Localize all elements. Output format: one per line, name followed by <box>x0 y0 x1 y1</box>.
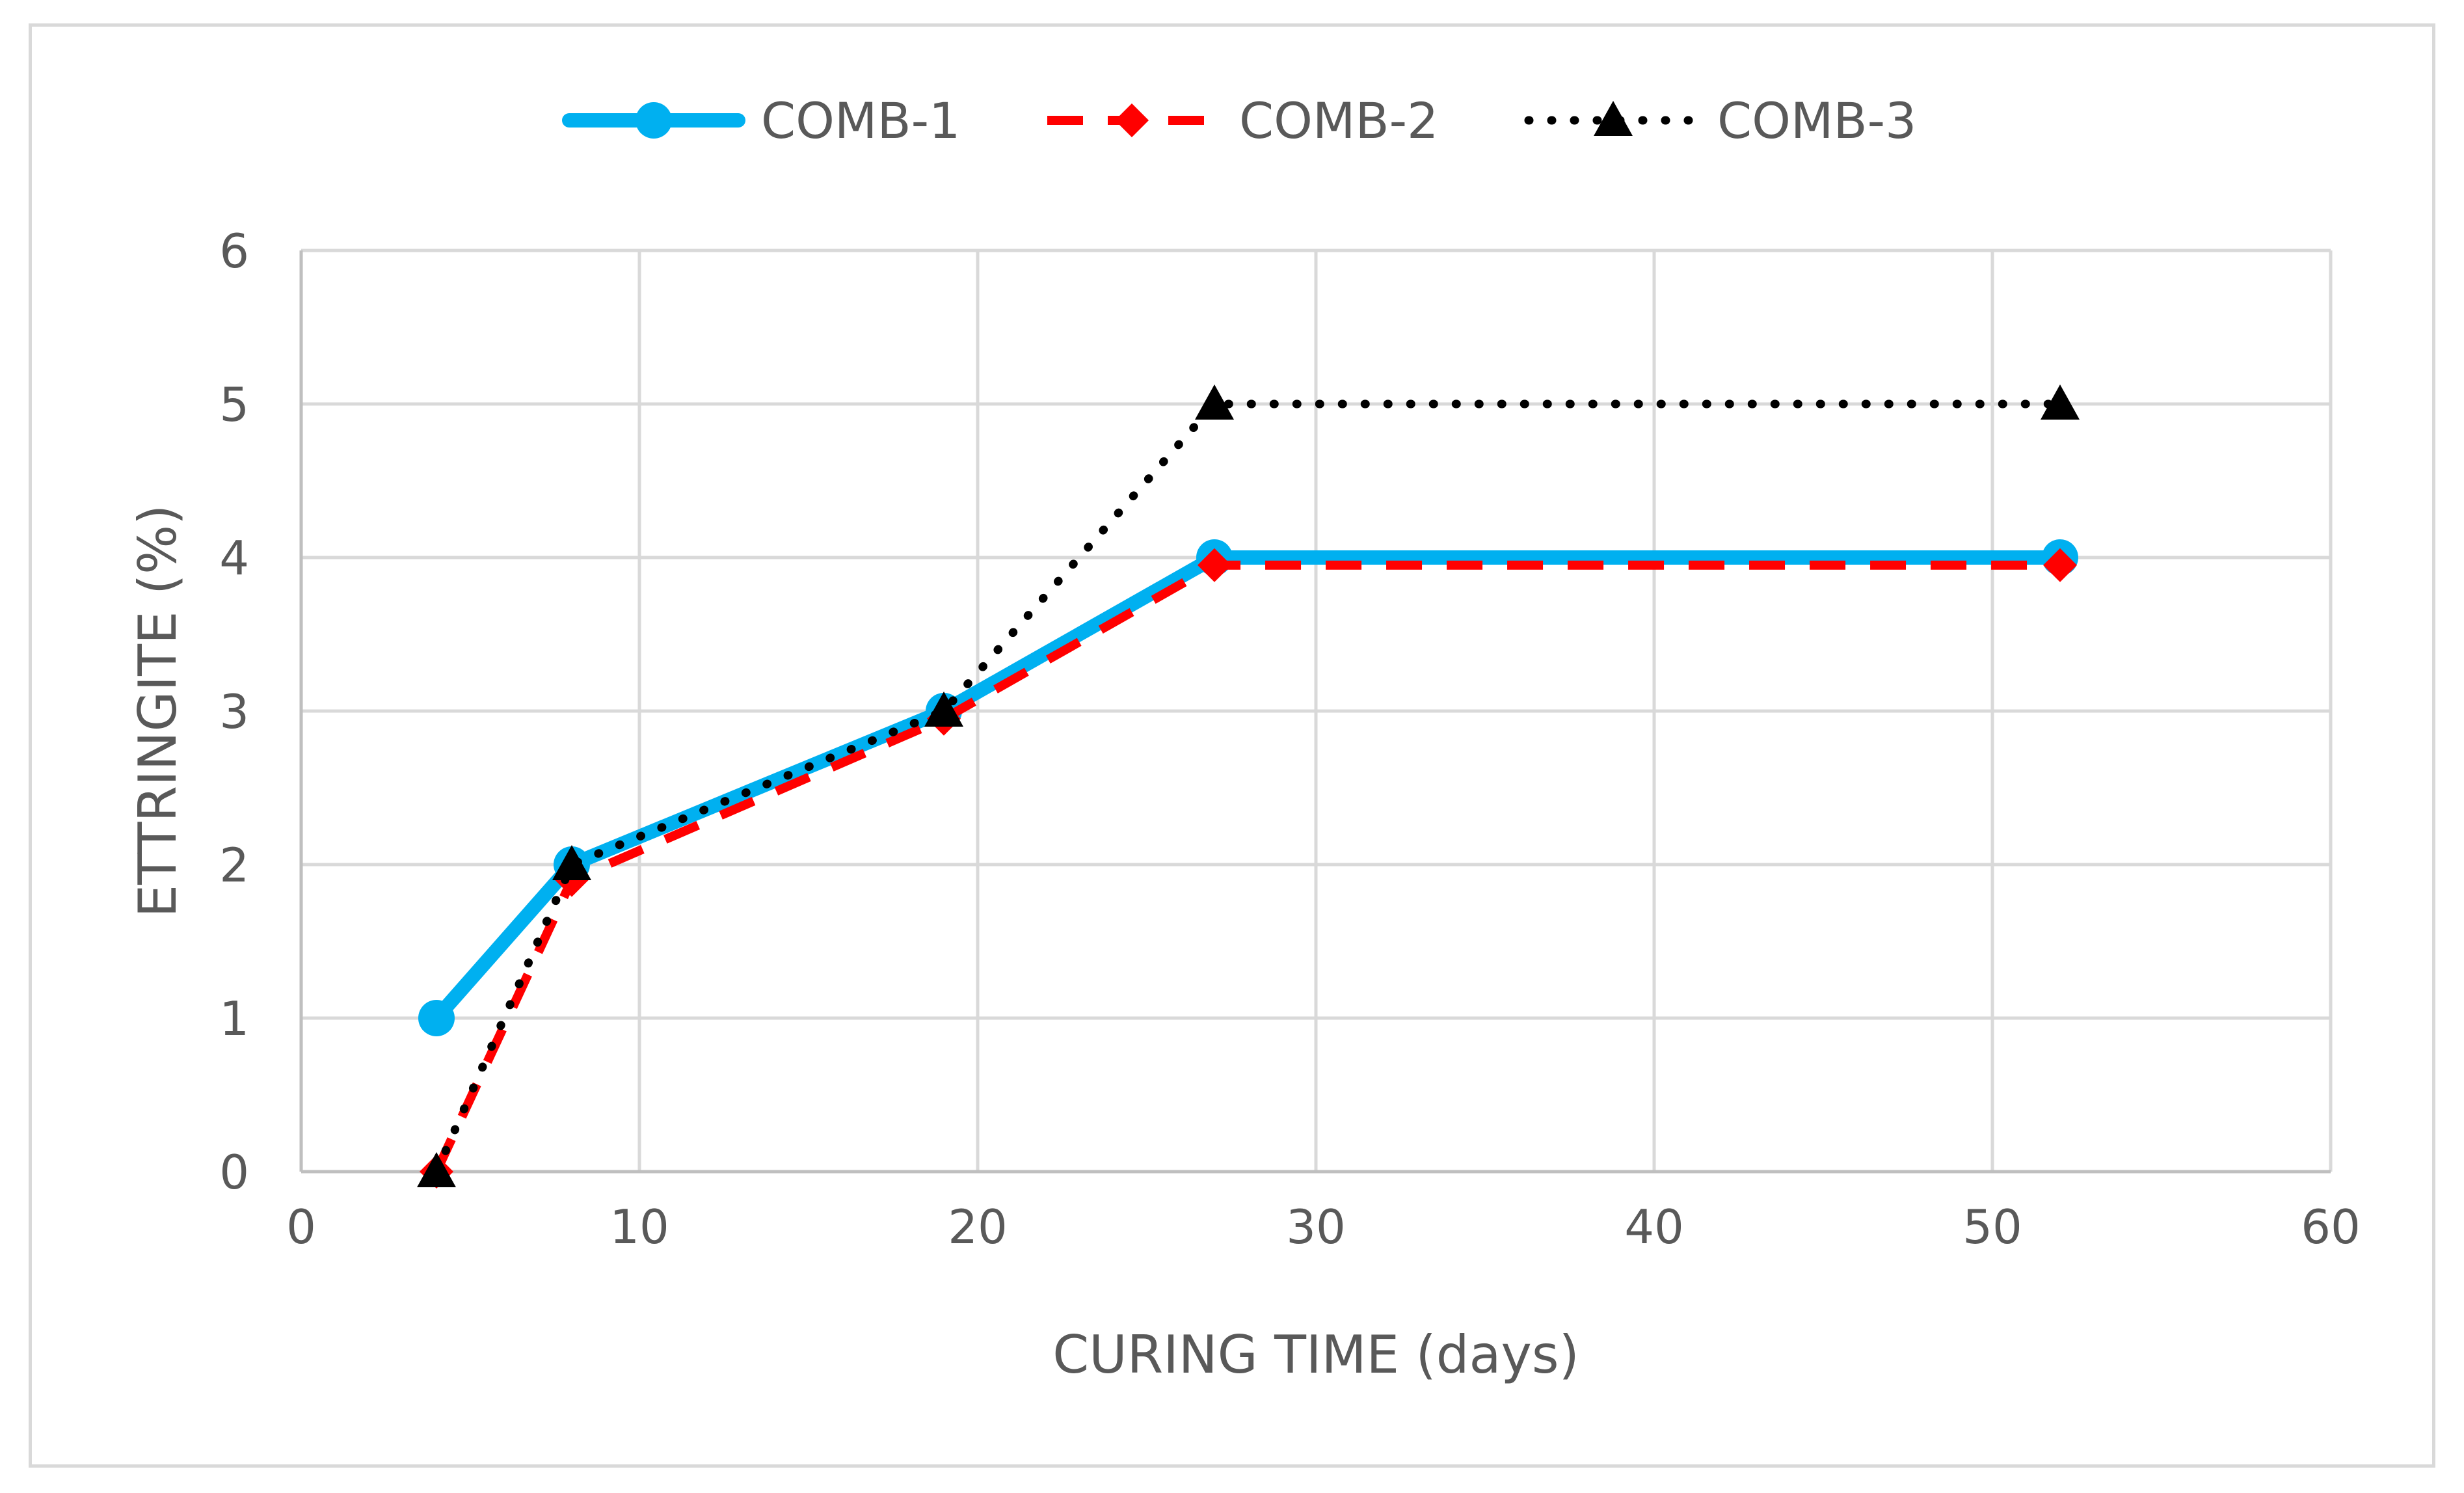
y-axis-title: ETTRINGITE (%) <box>127 505 188 918</box>
legend-entry-comb-1: COMB-1 <box>562 92 960 150</box>
x-tick-label: 50 <box>1962 1200 2022 1254</box>
legend-label-comb-3: COMB-3 <box>1717 92 1916 150</box>
y-tick-label: 1 <box>219 991 249 1046</box>
x-tick-label: 40 <box>1624 1200 1684 1254</box>
comb-2-point <box>2043 548 2077 582</box>
y-tick-label: 6 <box>219 224 249 278</box>
comb-1-line <box>429 550 2067 1025</box>
comb-2-series <box>420 548 2077 1189</box>
gridlines <box>301 249 2333 1172</box>
legend: COMB-1 COMB-2 COMB-3 <box>562 92 1916 150</box>
y-tick-label: 4 <box>219 531 249 585</box>
comb-3-point <box>552 845 591 880</box>
legend-label-comb-2: COMB-2 <box>1239 92 1438 150</box>
legend-marker-comb-2 <box>1115 103 1149 137</box>
comb-3-series <box>417 384 2080 1187</box>
axes: 0 10 20 30 40 50 60 0 1 2 3 4 5 6 <box>219 224 2361 1254</box>
legend-marker-comb-1 <box>636 102 672 139</box>
x-tick-label: 10 <box>609 1200 669 1254</box>
comb-2-line <box>432 560 2060 1174</box>
legend-entry-comb-2: COMB-2 <box>1047 92 1438 150</box>
comb-3-point <box>1195 384 1234 420</box>
legend-label-comb-1: COMB-1 <box>761 92 960 150</box>
x-tick-label: 0 <box>286 1200 316 1254</box>
legend-entry-comb-3: COMB-3 <box>1524 92 1916 150</box>
y-tick-label: 0 <box>219 1145 249 1200</box>
y-tick-label: 5 <box>219 377 249 432</box>
y-tick-label: 2 <box>219 838 249 893</box>
comb-2-point <box>1198 548 1231 582</box>
legend-marker-comb-3 <box>1594 101 1633 136</box>
comb-1-point <box>418 1000 455 1036</box>
x-tick-label: 30 <box>1286 1200 1346 1254</box>
comb-3-line <box>432 399 2065 1176</box>
series-group <box>417 384 2080 1189</box>
x-axis-title: CURING TIME (days) <box>1052 1325 1579 1385</box>
y-tick-label: 3 <box>219 684 249 739</box>
chart-frame <box>29 23 2435 1468</box>
comb-3-point <box>417 1152 456 1187</box>
comb-3-point <box>924 692 963 727</box>
x-tick-label: 20 <box>948 1200 1008 1254</box>
comb-3-point <box>2041 384 2080 420</box>
comb-1-series <box>418 539 2078 1036</box>
x-tick-label: 60 <box>2301 1200 2361 1254</box>
